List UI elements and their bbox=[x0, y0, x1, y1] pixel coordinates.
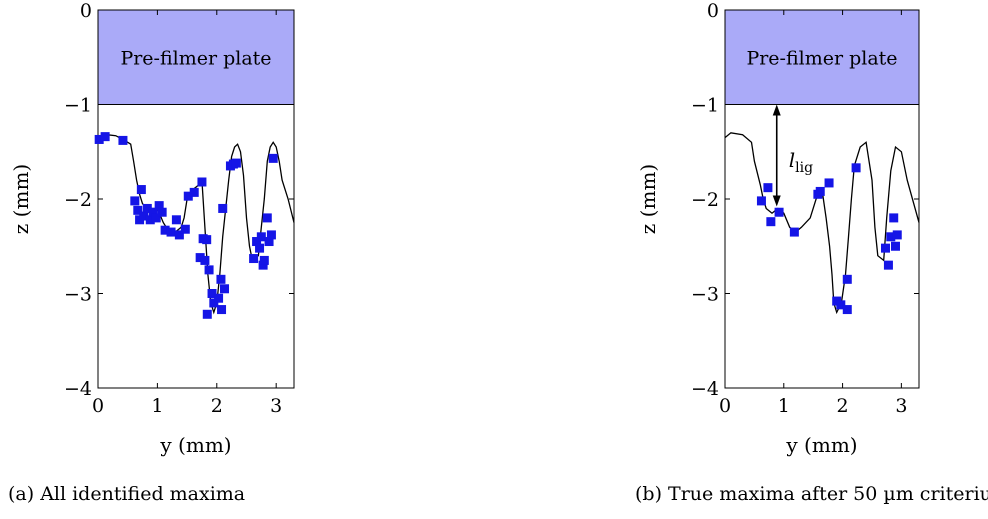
panel-a-ytick-label: −4 bbox=[64, 378, 92, 400]
panel-a-ytick-label: −3 bbox=[64, 284, 92, 306]
panel-a-maximum-marker bbox=[202, 235, 212, 245]
panel-b-maximum-marker bbox=[842, 305, 852, 315]
panel-a-maximum-marker bbox=[220, 284, 230, 294]
panel-a-maximum-marker bbox=[148, 207, 158, 217]
panel-b-interface-curve bbox=[724, 132, 920, 315]
panel-a-xtick-label: 1 bbox=[151, 395, 163, 417]
panel-b-maximum-marker bbox=[892, 230, 902, 240]
panel-a-maximum-marker bbox=[154, 201, 164, 211]
panel-a-maximum-marker bbox=[100, 132, 110, 142]
panel-b-maximum-marker bbox=[824, 178, 834, 188]
panel-a-xaxis-label: y (mm) bbox=[159, 433, 231, 457]
panel-b-maximum-marker bbox=[883, 260, 893, 270]
panel-a-maximum-marker bbox=[268, 153, 278, 163]
panel-a-xtick-label: 0 bbox=[92, 395, 104, 417]
panel-a-xtick-label: 2 bbox=[211, 395, 223, 417]
panel-b-ytick-label: 0 bbox=[707, 0, 719, 22]
panel-a-maximum-marker bbox=[252, 237, 262, 247]
panel-a-maximum-marker bbox=[183, 191, 193, 201]
panel-a-yaxis-label: z (mm) bbox=[9, 164, 33, 234]
panel-a-maximum-marker bbox=[207, 289, 217, 298]
panel-a-maximum-marker bbox=[145, 215, 155, 225]
panel-a-maximum-marker bbox=[216, 274, 226, 284]
panel-b-maximum-marker bbox=[836, 300, 846, 310]
panel-a-maximum-marker bbox=[180, 224, 190, 234]
panel-b-maximum-marker bbox=[886, 232, 896, 242]
panel-a-prefilmer-plate bbox=[97, 9, 295, 105]
panel-a-maximum-marker bbox=[266, 230, 276, 240]
panel-a-maximum-marker bbox=[136, 185, 146, 195]
panel-b-xtick-label: 3 bbox=[895, 395, 907, 417]
panel-b-maximum-marker bbox=[774, 207, 784, 217]
panel-b-maximum-marker bbox=[880, 243, 890, 253]
panel-a-maximum-marker bbox=[217, 305, 227, 315]
panel-a-plate-label: Pre-filmer plate bbox=[120, 47, 271, 69]
caption-b: (b) True maxima after 50 µm criterium bbox=[635, 483, 988, 505]
panel-b-maximum-marker bbox=[766, 217, 776, 227]
panel-a-maximum-marker bbox=[142, 203, 152, 213]
panel-a-maximum-marker bbox=[133, 205, 143, 215]
panel-a-maximum-marker bbox=[256, 232, 266, 242]
panel-a-ytick-label: −1 bbox=[64, 95, 92, 117]
panel-a-maximum-marker bbox=[255, 243, 265, 253]
panel-a-maximum-marker bbox=[174, 230, 184, 240]
panel-a-maximum-marker bbox=[209, 298, 219, 308]
panel-a-ytick-label: 0 bbox=[80, 0, 92, 22]
panel-b-maximum-marker bbox=[889, 213, 899, 223]
panel-b-ytick-label: −3 bbox=[691, 284, 719, 306]
panel-b-maximum-marker bbox=[851, 163, 861, 173]
panel-a-ytick-label: −2 bbox=[64, 189, 92, 211]
panel-b-ytick-label: −2 bbox=[691, 189, 719, 211]
panel-b-ligament-arrow-head-top bbox=[772, 104, 781, 116]
panel-a-maximum-marker bbox=[160, 225, 170, 235]
panel-b-maximum-marker bbox=[763, 183, 773, 193]
panel-a-maximum-marker bbox=[151, 213, 161, 223]
panel-b-prefilmer-plate bbox=[724, 9, 920, 105]
panel-a-maximum-marker bbox=[249, 254, 259, 264]
panel-b-xaxis-label: y (mm) bbox=[785, 433, 857, 457]
panel-b-xtick-label: 1 bbox=[778, 395, 790, 417]
panel-a-maximum-marker bbox=[171, 215, 181, 225]
panel-b-maximum-marker bbox=[756, 196, 766, 206]
panel-a-maximum-marker bbox=[204, 265, 214, 275]
panel-b-maximum-marker bbox=[842, 274, 852, 284]
panel-b-ytick-label: −4 bbox=[691, 378, 719, 400]
panel-a-maximum-marker bbox=[157, 207, 167, 217]
panel-b-maximum-marker bbox=[789, 227, 799, 237]
panel-a-maximum-marker bbox=[264, 237, 274, 247]
panel-a-maximum-marker bbox=[166, 227, 176, 237]
panel-b-ytick-label: −1 bbox=[691, 95, 719, 117]
panel-b-xtick-label: 2 bbox=[837, 395, 849, 417]
panel-a-maximum-marker bbox=[94, 134, 104, 144]
caption-a: (a) All identified maxima bbox=[8, 483, 246, 505]
panel-a-xtick-label: 3 bbox=[270, 395, 282, 417]
panel-b-yaxis-label: z (mm) bbox=[636, 164, 660, 234]
panel-a-maximum-marker bbox=[195, 253, 205, 263]
panel-b-ligament-arrow-head-bottom bbox=[772, 195, 781, 207]
panel-a-interface-curve bbox=[97, 134, 295, 315]
panel-a-maximum-marker bbox=[258, 260, 268, 270]
panel-a-maximum-marker bbox=[202, 309, 212, 319]
panel-b-ligament-label: llig bbox=[789, 148, 813, 176]
panel-a-maximum-marker bbox=[214, 293, 224, 303]
panel-b-xtick-label: 0 bbox=[719, 395, 731, 417]
panel-b-maximum-marker bbox=[815, 186, 825, 196]
panel-a-maximum-marker bbox=[118, 135, 128, 145]
panel-b-maximum-marker bbox=[890, 241, 900, 251]
panel-a-maximum-marker bbox=[189, 187, 199, 197]
panel-a-maximum-marker bbox=[262, 213, 272, 223]
panel-a-maximum-marker bbox=[130, 196, 140, 206]
panel-b-plate-label: Pre-filmer plate bbox=[746, 47, 897, 69]
panel-a-maximum-marker bbox=[139, 211, 149, 221]
panel-a-maximum-marker bbox=[218, 203, 228, 213]
panel-a-maximum-marker bbox=[259, 255, 269, 265]
panel-a-maximum-marker bbox=[197, 177, 207, 187]
panel-a-maximum-marker bbox=[231, 158, 241, 168]
panel-a-maximum-marker bbox=[200, 255, 210, 265]
